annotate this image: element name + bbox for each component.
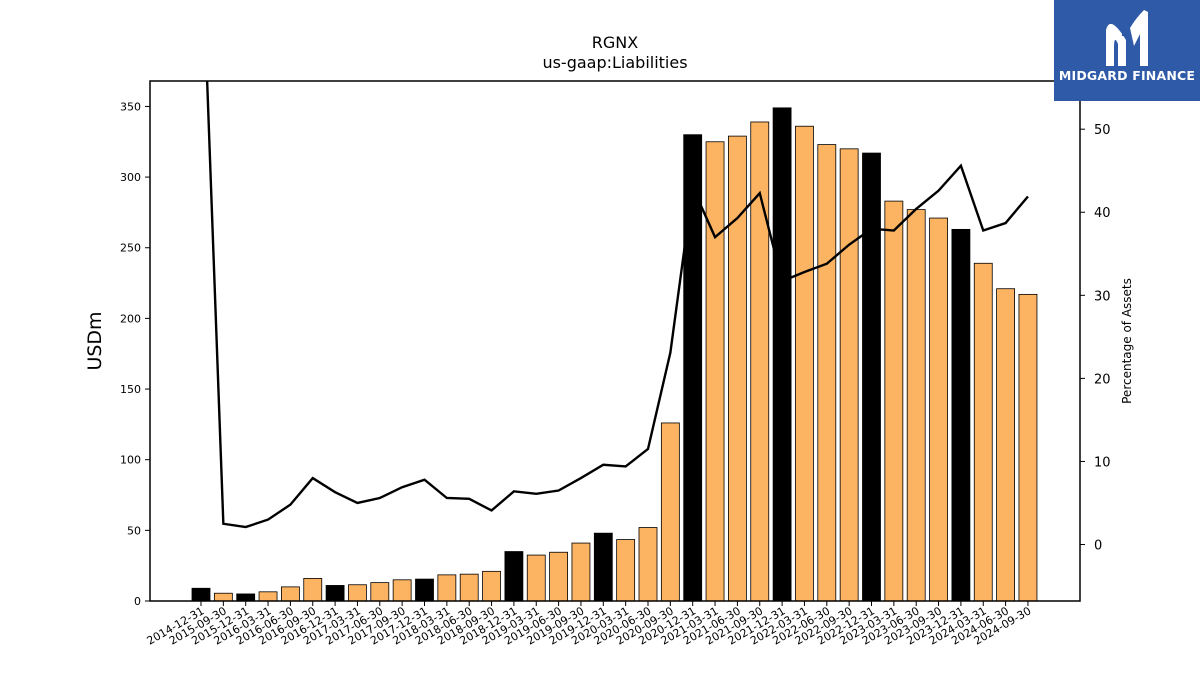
bar [973, 262, 993, 602]
bar [996, 288, 1015, 602]
bar [482, 570, 501, 602]
bar [884, 200, 904, 602]
bar [772, 107, 792, 602]
y2-tick-label: 50 [1094, 123, 1111, 138]
midgard-logo-icon [1106, 10, 1148, 66]
bar [258, 591, 278, 602]
bar [549, 551, 568, 602]
bar [303, 577, 323, 602]
chart-title: RGNX [592, 33, 638, 52]
bar [504, 551, 524, 602]
y-tick-label: 300 [120, 171, 141, 184]
bar [213, 592, 233, 602]
plot-frame [149, 80, 1081, 602]
y2-tick-label: 30 [1094, 289, 1111, 304]
bar [437, 574, 457, 602]
bar [951, 228, 971, 602]
bar [660, 422, 680, 602]
bar [459, 573, 479, 602]
y2-tick-label: 20 [1094, 372, 1111, 387]
bar [191, 587, 211, 602]
bar [705, 141, 725, 602]
y2-axis-label: Percentage of Assets [1120, 278, 1134, 404]
y-tick-label: 250 [120, 242, 141, 255]
bar [616, 539, 636, 602]
bar [795, 125, 814, 602]
bar [929, 217, 948, 602]
y-tick-label: 350 [120, 100, 141, 113]
bar [862, 152, 881, 602]
y2-tick-label: 10 [1094, 455, 1111, 470]
bar [526, 554, 546, 602]
bar [906, 209, 926, 602]
bar [593, 532, 613, 602]
brand-logo: MIDGARD FINANCE [1054, 0, 1200, 101]
bar [1018, 293, 1038, 602]
y-tick-label: 100 [120, 454, 141, 467]
bar [370, 582, 390, 602]
bar [571, 542, 591, 602]
series-line [205, 81, 1029, 529]
bar [392, 579, 412, 602]
bar [280, 586, 300, 602]
bar [415, 578, 434, 602]
y-tick-label: 50 [127, 524, 141, 537]
bars-layer [191, 107, 1038, 602]
bar [236, 593, 256, 602]
bar [683, 134, 703, 602]
chart-subtitle: us-gaap:Liabilities [542, 53, 687, 72]
axes-layer: 050100150200250300350010203040502014-12-… [120, 80, 1111, 648]
y-axis-label: USDm [84, 311, 106, 370]
y-tick-label: 200 [120, 312, 141, 325]
bar [728, 135, 747, 602]
line-layer [205, 81, 1029, 529]
bar [325, 585, 345, 602]
bar [817, 144, 837, 602]
bar [839, 148, 859, 602]
bar [638, 527, 658, 602]
brand-name: MIDGARD FINANCE [1058, 68, 1196, 83]
y2-tick-label: 0 [1094, 539, 1102, 554]
y2-tick-label: 40 [1094, 206, 1111, 221]
bar [348, 584, 367, 602]
y-tick-label: 150 [120, 383, 141, 396]
y-tick-label: 0 [134, 595, 141, 608]
